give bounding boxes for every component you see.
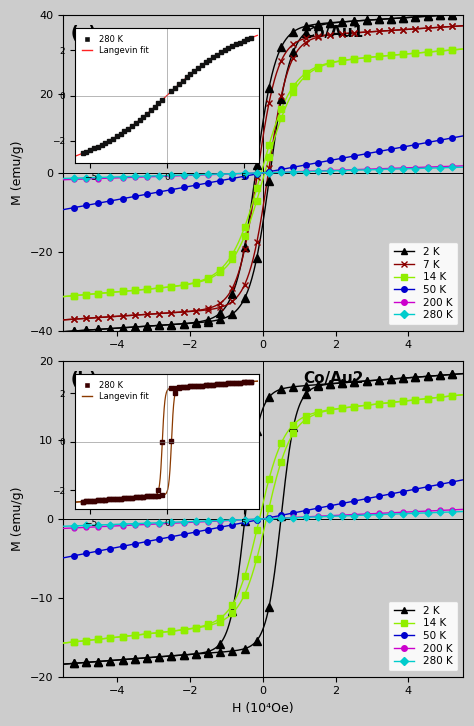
Legend: 2 K, 14 K, 50 K, 200 K, 280 K: 2 K, 14 K, 50 K, 200 K, 280 K <box>388 600 458 672</box>
Y-axis label: M (emu/g): M (emu/g) <box>11 141 24 205</box>
Text: Co/Au2: Co/Au2 <box>303 371 364 386</box>
Text: (a): (a) <box>71 25 97 43</box>
Text: Co/Au1: Co/Au1 <box>303 25 363 40</box>
Y-axis label: M (emu/g): M (emu/g) <box>11 486 24 551</box>
Legend: 2 K, 7 K, 14 K, 50 K, 200 K, 280 K: 2 K, 7 K, 14 K, 50 K, 200 K, 280 K <box>388 242 458 325</box>
Text: (b): (b) <box>71 371 98 388</box>
X-axis label: H (10⁴Oe): H (10⁴Oe) <box>232 702 294 715</box>
